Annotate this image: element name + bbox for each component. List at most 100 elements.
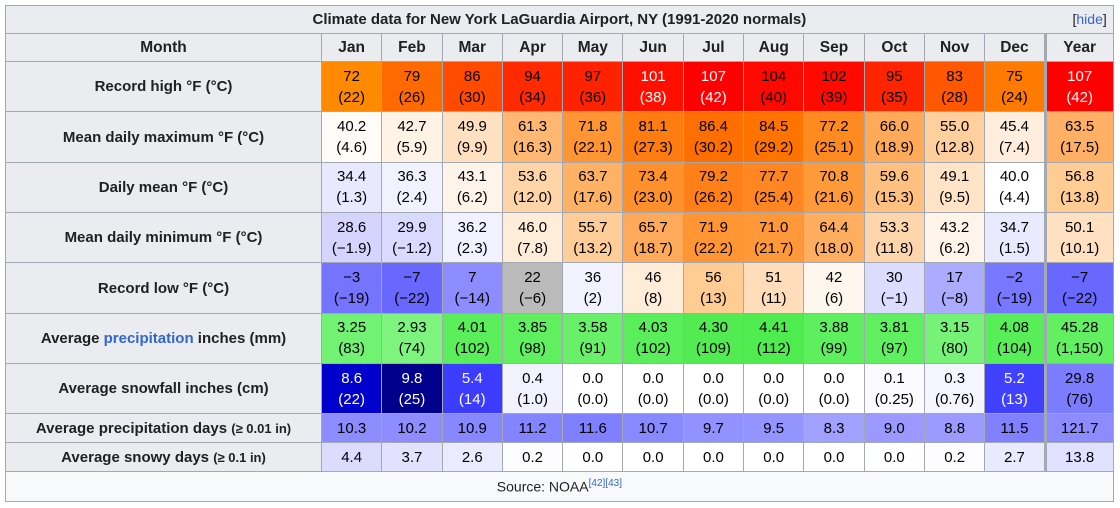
data-cell: 0.4 (1.0) (501, 363, 564, 415)
cell-value-metric: (34) (519, 88, 546, 106)
cell-value-f: 36.2 (457, 218, 487, 236)
cell-value-metric: (98) (519, 340, 546, 358)
data-cell: 61.3 (16.3) (501, 111, 564, 163)
cell-value-f: 70.8 (819, 168, 849, 186)
cell-value-metric: (−6) (518, 290, 547, 308)
cell-value-f: 11.5 (1000, 419, 1029, 437)
cell-value-f: 4.4 (341, 448, 363, 466)
data-cell: 71.0 (21.7) (743, 212, 805, 264)
hide-link[interactable]: hide (1076, 11, 1103, 27)
data-cell: 8.3 (803, 413, 865, 444)
column-header-jul: Jul (682, 33, 745, 62)
cell-value-metric: (13) (1001, 390, 1028, 408)
data-cell: 42 (6) (803, 262, 865, 314)
cell-value-f: 0.4 (522, 369, 543, 387)
cell-value-metric: (40) (760, 88, 788, 106)
column-header-may: May (562, 33, 624, 62)
cell-value-metric: (−1.2) (392, 239, 432, 257)
cell-value-metric: (21.6) (814, 189, 854, 207)
cell-value-f: 84.5 (759, 118, 789, 136)
cell-value-f: 4.41 (759, 319, 789, 337)
cell-value-f: 10.2 (397, 419, 427, 437)
data-cell: 63.7 (17.6) (562, 161, 624, 214)
table-row: Mean daily maximum °F (°C) 40.2 (4.6) 42.7 (… (5, 111, 1114, 163)
cell-value-metric: (−22) (1061, 290, 1098, 308)
cell-value-metric: (35) (880, 88, 908, 106)
cell-value-f: 56.8 (1065, 168, 1095, 186)
hide-toggle: [hide] (1072, 11, 1107, 27)
data-cell: 46.0 (7.8) (501, 212, 564, 264)
cell-value-metric: (4.6) (336, 139, 368, 157)
data-cell: 75 (24) (984, 60, 1046, 113)
cell-value-metric: (14) (458, 390, 486, 408)
data-cell: 36.3 (2.4) (381, 161, 443, 214)
data-cell: 2.6 (441, 442, 503, 472)
cell-value-f: 56 (705, 269, 722, 287)
table-row: Mean daily minimum °F (°C) 28.6 (−1.9) 29.9… (5, 212, 1114, 264)
row-label: Daily mean °F (°C) (5, 161, 322, 214)
cell-value-f: 0.1 (883, 369, 905, 387)
data-cell: 53.3 (11.8) (863, 212, 925, 264)
data-cell: 0.2 (501, 442, 564, 472)
column-header-year: Year (1043, 33, 1114, 62)
data-cell: 29.8 (76) (1043, 363, 1114, 415)
data-cell: 29.9 (−1.2) (381, 212, 443, 264)
precipitation-link[interactable]: precipitation (103, 329, 194, 347)
data-cell: −3 (−19) (320, 262, 383, 314)
cell-value-f: 45.28 (1060, 319, 1099, 337)
cell-value-f: 3.88 (819, 319, 849, 337)
data-cell: 11.5 (984, 413, 1046, 444)
data-cell: 55.7 (13.2) (562, 212, 624, 264)
cell-value-metric: (9.5) (939, 189, 971, 207)
cell-value-f: 63.7 (578, 168, 608, 186)
data-cell: 10.9 (441, 413, 503, 444)
cell-value-metric: (22) (338, 390, 365, 408)
cell-value-metric: (16.3) (512, 139, 553, 157)
data-cell: 53.6 (12.0) (501, 161, 564, 214)
cell-value-f: 77.7 (759, 168, 789, 186)
data-cell: 3.88 (99) (803, 312, 865, 365)
cell-value-metric: (−1) (880, 290, 908, 308)
cell-value-f: 3.81 (879, 319, 909, 337)
data-cell: 107 (42) (1043, 60, 1114, 113)
cell-value-f: 3.15 (940, 319, 970, 337)
row-label-text: Average snowfall inches (cm) (58, 380, 269, 398)
row-label-text: Average precipitation days (35, 419, 228, 437)
column-header-dec: Dec (984, 33, 1046, 62)
cell-value-f: 13.8 (1065, 448, 1095, 466)
cell-value-metric: (10.1) (1060, 239, 1100, 257)
data-cell: 43.1 (6.2) (441, 161, 503, 214)
cell-value-metric: (2.3) (456, 239, 488, 257)
cell-value-f: 8.8 (944, 419, 966, 437)
cell-value-f: 9.5 (763, 419, 785, 437)
data-cell: 8.6 (22) (320, 363, 383, 415)
cell-value-metric: (−19) (996, 290, 1033, 308)
cell-value-f: 10.7 (638, 419, 668, 437)
data-cell: 45.4 (7.4) (984, 111, 1046, 163)
data-cell: 22 (−6) (501, 262, 564, 314)
row-label: Record high °F (°C) (5, 60, 322, 113)
cell-value-f: 0.2 (944, 448, 966, 466)
cell-value-metric: (99) (820, 340, 848, 358)
data-cell: 77.2 (25.1) (803, 111, 865, 163)
source-text: Source: NOAA (496, 478, 589, 495)
data-cell: −7 (−22) (1043, 262, 1114, 314)
row-label: Average snowy days (≥ 0.1 in) (5, 442, 322, 472)
cell-value-f: 40.2 (337, 118, 367, 136)
data-cell: 42.7 (5.9) (381, 111, 443, 163)
data-cell: 4.03 (102) (622, 312, 684, 365)
cell-value-f: 107 (700, 67, 726, 85)
data-cell: 7 (−14) (441, 262, 503, 314)
source-refs[interactable]: [42][43] (588, 478, 622, 490)
cell-value-f: 55.0 (940, 118, 970, 136)
data-cell: 11.6 (562, 413, 624, 444)
row-label-text: Mean daily minimum °F (°C) (64, 229, 263, 247)
cell-value-metric: (13.2) (573, 239, 613, 257)
data-cell: 34.7 (1.5) (984, 212, 1046, 264)
data-cell: 83 (28) (923, 60, 986, 113)
cell-value-metric: (1,150) (1055, 340, 1104, 358)
row-label: Record low °F (°C) (5, 262, 322, 314)
cell-value-metric: (12.8) (935, 139, 975, 157)
cell-value-f: 36.3 (397, 168, 427, 186)
cell-value-f: 53.6 (517, 168, 548, 186)
